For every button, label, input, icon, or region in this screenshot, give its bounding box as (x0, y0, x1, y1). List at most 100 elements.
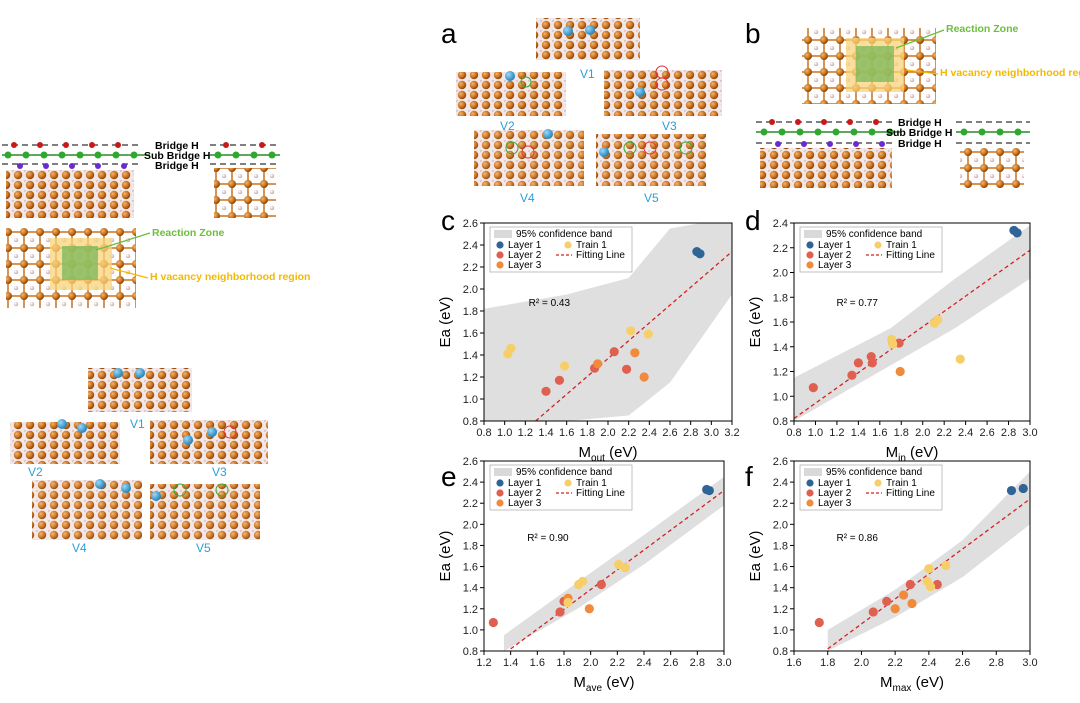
data-point-layer-2 (853, 358, 863, 368)
legend-label-layer2: Layer 2 (508, 488, 542, 499)
b-bridge-h-label: Bridge H (898, 117, 942, 129)
panel-letter-d: d (745, 205, 761, 236)
x-tick-label: 2.8 (690, 657, 705, 669)
vacancy-label-v3: V3 (212, 465, 227, 479)
x-tick-label: 2.6 (979, 427, 994, 439)
data-point-train-1 (888, 339, 898, 349)
data-point-train-1 (924, 564, 934, 574)
x-tick-label: 1.6 (786, 657, 801, 669)
data-point-layer-2 (554, 375, 565, 385)
b-bridge-h-label-lower: Bridge H (898, 138, 942, 150)
y-axis-label: Ea (eV) (747, 531, 764, 582)
x-tick-label: 2.8 (989, 657, 1004, 669)
x-tick-label: 2.2 (610, 657, 625, 669)
panel-letter-a: a (441, 18, 457, 49)
fitting-line (510, 490, 724, 650)
legend-band-swatch (494, 468, 512, 476)
legend-swatch-train1 (564, 241, 572, 249)
x-tick-label: 2.2 (887, 657, 902, 669)
data-point-layer-3 (898, 590, 909, 600)
data-point-train-1 (563, 597, 573, 608)
plot-area-d (794, 225, 1030, 421)
y-tick-label: 1.0 (463, 394, 478, 406)
scatter-chart-e: e 1.2 1.4 1.6 1.8 2.0 2.2 2.4 2.6 2.8 3.0 0.8 1.0 1.2… (437, 456, 732, 694)
legend-label-layer1: Layer 1 (818, 240, 852, 251)
data-point-layer-3 (895, 366, 905, 377)
y-tick-label: 1.8 (463, 306, 478, 318)
y-tick-label: 1.6 (463, 562, 478, 574)
r-squared-label: R² = 0.86 (836, 533, 878, 544)
data-point-layer-2 (867, 358, 877, 368)
data-point-train-1 (925, 582, 936, 592)
b-h-vacancy-label: H vacancy neighborhood region (940, 67, 1080, 79)
vacancy-label-v4: V4 (72, 541, 87, 555)
y-tick-label: 0.8 (773, 646, 788, 658)
x-tick-label: 2.4 (921, 657, 936, 669)
y-tick-label: 1.0 (463, 625, 478, 637)
x-tick-label: 1.0 (808, 427, 823, 439)
legend-label-layer3: Layer 3 (818, 260, 852, 271)
x-tick-label: 2.6 (662, 427, 677, 439)
axes-frame (793, 460, 1031, 652)
y-tick-label: 1.2 (463, 372, 478, 384)
y-tick-label: 1.8 (463, 540, 478, 552)
legend-swatch-layer2 (496, 489, 504, 497)
data-point-train-1 (955, 354, 965, 364)
y-tick-label: 0.8 (463, 416, 478, 428)
legend-label-fit: Fitting Line (576, 488, 625, 499)
confidence-band (827, 471, 1030, 651)
x-axis-label: Min (eV) (886, 444, 939, 464)
y-tick-label: 2.4 (463, 477, 478, 489)
y-tick-label: 2.2 (773, 498, 788, 510)
y-tick-label: 1.4 (463, 583, 478, 595)
x-tick-label: 1.2 (518, 427, 533, 439)
data-point-layer-2 (622, 364, 632, 374)
plot-area-e (488, 476, 724, 651)
data-point-layer-3 (630, 348, 640, 358)
data-point-train-1 (941, 560, 951, 571)
plot-area-c (484, 223, 732, 421)
data-point-layer-3 (593, 359, 603, 369)
data-point-layer-2 (814, 617, 824, 628)
y-tick-label: 1.8 (773, 292, 788, 304)
panel-b-structures: b Reaction Zone H vacancy neighborhood r… (745, 18, 1080, 188)
x-tick-label: 3.0 (1022, 427, 1037, 439)
x-tick-label: 2.2 (621, 427, 636, 439)
data-point-layer-2 (882, 596, 892, 606)
legend-label-layer3: Layer 3 (508, 498, 542, 509)
x-tick-label: 1.6 (530, 657, 545, 669)
data-point-layer-1 (695, 249, 705, 259)
y-tick-label: 0.8 (463, 646, 478, 658)
data-point-layer-2 (541, 386, 551, 396)
data-point-layer-2 (609, 347, 619, 357)
x-tick-label: 2.0 (583, 657, 598, 669)
x-tick-label: 2.6 (663, 657, 678, 669)
legend-swatch-train1 (874, 479, 882, 487)
panel-letter-e: e (441, 461, 457, 492)
legend-band-label: 95% confidence band (826, 467, 922, 478)
y-axis-label: Ea (eV) (437, 297, 454, 348)
legend-label-layer2: Layer 2 (818, 488, 852, 499)
legend-band-label: 95% confidence band (516, 467, 612, 478)
x-tick-label: 1.0 (497, 427, 512, 439)
x-tick-label: 3.2 (724, 427, 739, 439)
legend-label-train1: Train 1 (576, 478, 607, 489)
scatter-chart-d: d 0.8 1.0 1.2 1.4 1.6 1.8 2.0 2.2 2.4 2.6 2.8 3.0 0.8… (745, 205, 1038, 464)
legend-swatch-layer3 (496, 499, 504, 507)
y-tick-label: 1.4 (773, 342, 788, 354)
legend-swatch-layer2 (496, 251, 504, 259)
axes-frame (483, 460, 725, 652)
legend-swatch-layer1 (496, 241, 504, 249)
legend-band-label: 95% confidence band (826, 229, 922, 240)
data-point-layer-3 (890, 604, 900, 614)
legend-label-layer3: Layer 3 (508, 260, 542, 271)
legend-label-layer2: Layer 2 (508, 250, 542, 261)
legend-swatch-layer1 (806, 479, 814, 487)
sub-bridge-h-label: Sub Bridge H (144, 150, 211, 162)
vacancy-label-v2: V2 (28, 465, 43, 479)
legend-label-fit: Fitting Line (886, 488, 935, 499)
legend-box (489, 226, 633, 273)
data-point-train-1 (506, 343, 516, 353)
